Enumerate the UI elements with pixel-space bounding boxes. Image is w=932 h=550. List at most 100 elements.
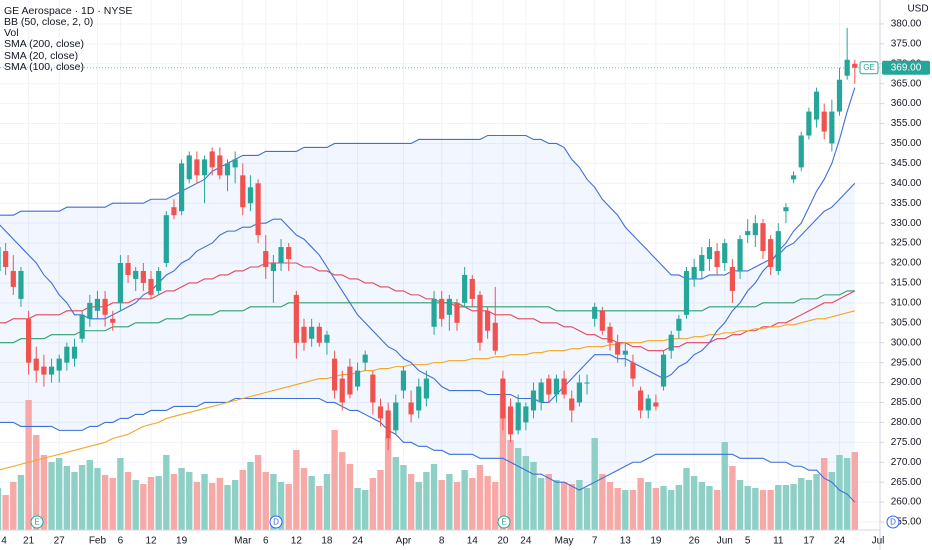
candle-body: [156, 270, 162, 291]
y-tick-label: 340.00: [891, 178, 922, 189]
y-tick-label: 360.00: [891, 98, 922, 109]
volume-bar: [109, 478, 116, 530]
bb-lower: [0, 397, 856, 503]
y-tick-label: 310.00: [891, 297, 922, 308]
candle-body: [798, 135, 804, 168]
grid: [0, 0, 880, 530]
y-tick-label: 365.00: [891, 78, 922, 89]
y-tick-label: 345.00: [891, 158, 922, 169]
y-tick-label: 255.00: [891, 517, 922, 528]
legend-entry[interactable]: SMA (100, close): [4, 61, 84, 73]
volume-bar: [339, 452, 346, 530]
candle-body: [255, 183, 261, 236]
candle-body: [722, 243, 728, 264]
candle-body: [324, 334, 330, 343]
volume-bar: [369, 478, 377, 530]
volume-bar: [323, 474, 331, 530]
x-tick-label: Jun: [717, 536, 733, 547]
candle-body: [110, 318, 116, 323]
candle-body: [668, 334, 674, 351]
x-tick-label: 17: [803, 536, 815, 547]
volume-bar: [17, 475, 25, 530]
candle-body: [683, 270, 690, 315]
x-tick-label: 18: [321, 536, 333, 547]
candle-body: [584, 382, 590, 384]
volume-bar: [461, 470, 468, 530]
volume-bar: [0, 488, 2, 530]
candle-body: [102, 298, 108, 315]
candle-body: [416, 386, 422, 411]
volume-bar: [316, 486, 323, 530]
candle-body: [745, 231, 751, 236]
candle-body: [33, 358, 39, 371]
volume-bar: [163, 455, 170, 530]
event-marker: [886, 515, 900, 529]
candle-body: [660, 354, 667, 387]
candle-body: [278, 247, 284, 264]
x-tick-label: 27: [54, 536, 66, 547]
event-marker-label: D: [273, 518, 279, 527]
candle-body: [400, 370, 407, 391]
volume-bar: [186, 472, 193, 530]
candle-body: [783, 207, 789, 212]
volume-bar: [170, 474, 178, 530]
event-marker-label: E: [501, 518, 506, 527]
sma-line: [0, 310, 855, 471]
candle-body: [599, 310, 605, 331]
x-tick-label: 13: [620, 536, 632, 547]
event-marker-label: D: [890, 518, 896, 527]
volume-bar: [828, 472, 836, 530]
volume-bar: [591, 438, 598, 530]
volume-bar: [270, 474, 277, 530]
y-tick-label: 260.00: [891, 497, 922, 508]
candle-body: [714, 251, 720, 267]
candle-body: [370, 374, 376, 403]
volume-bar: [476, 465, 484, 530]
x-tick-label: 19: [176, 536, 188, 547]
candle-body: [446, 298, 452, 315]
candle-body: [194, 159, 200, 176]
y-tick-label: 355.00: [891, 118, 922, 129]
legend-entry[interactable]: SMA (20, close): [4, 50, 78, 62]
volume-bar: [553, 480, 560, 530]
legend-entry[interactable]: BB (50, close, 2, 0): [4, 16, 93, 28]
volume-bar: [744, 486, 751, 530]
x-tick-label: 21: [23, 536, 35, 547]
volume-bar: [140, 484, 147, 530]
candle-body: [10, 270, 16, 287]
y-tick-label: 335.00: [891, 198, 922, 209]
bb-upper: [0, 134, 856, 280]
volume-bar: [86, 460, 93, 530]
candle-body: [0, 247, 1, 271]
volume-bar: [622, 490, 629, 530]
volume-bar: [247, 462, 254, 530]
volume-bar: [759, 490, 767, 530]
candle-body: [232, 159, 238, 168]
volume-bar: [262, 472, 269, 530]
volume-bar: [377, 470, 384, 530]
legend-entry[interactable]: Vol: [4, 27, 19, 39]
volume-bar: [124, 472, 132, 530]
volume-bar: [254, 455, 262, 530]
candle-body: [760, 223, 766, 252]
candle-body: [217, 155, 223, 176]
volume-bar: [652, 488, 660, 530]
volume-bar: [48, 462, 55, 530]
x-tick-label: 24: [834, 536, 846, 547]
currency-label: USD: [907, 4, 928, 15]
candle-body: [454, 302, 460, 323]
candle-body: [538, 382, 544, 403]
volume-bar: [201, 474, 208, 530]
legend-entry[interactable]: SMA (200, close): [4, 38, 84, 50]
volume-bar: [346, 464, 354, 530]
volume-bar: [415, 482, 422, 530]
volume-bar: [767, 490, 774, 530]
x-tick-label: 4: [1, 536, 7, 547]
candle-body: [729, 266, 735, 291]
event-marker: [497, 515, 511, 529]
x-tick-label: 24: [520, 536, 532, 547]
volume-bar: [400, 465, 407, 530]
candle-body: [224, 163, 231, 176]
volume-bar: [300, 468, 308, 530]
